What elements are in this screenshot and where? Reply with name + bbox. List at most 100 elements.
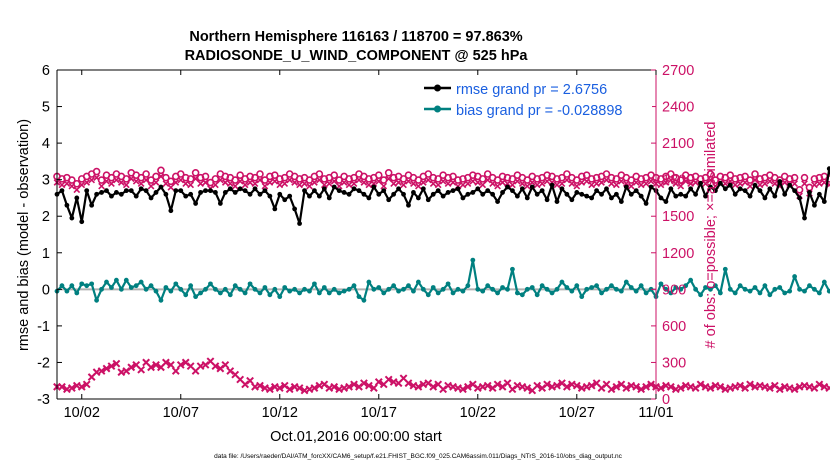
rmse-point <box>262 188 268 194</box>
rmse-point <box>193 201 199 206</box>
bias-point <box>401 286 406 292</box>
bias-point <box>143 286 149 292</box>
possible-marker <box>186 175 195 183</box>
possible-assimilated-marker <box>202 179 209 186</box>
bias-point <box>599 290 604 296</box>
rmse-point <box>633 188 639 194</box>
possible-assimilated-marker <box>88 176 96 184</box>
rmse-point <box>500 190 505 195</box>
left-tick-label: -1 <box>37 319 50 335</box>
bias-point <box>173 281 179 287</box>
assimilated-marker <box>587 381 596 390</box>
possible-marker <box>201 172 210 181</box>
possible-assimilated-marker <box>687 180 695 188</box>
bias-point <box>727 286 733 292</box>
bias-point <box>346 286 352 292</box>
rmse-point <box>663 199 669 205</box>
rmse-point <box>415 195 421 201</box>
bias-point <box>371 286 377 292</box>
possible-assimilated-marker <box>375 177 383 185</box>
bias-point <box>158 297 164 303</box>
possible-marker <box>667 170 675 178</box>
assimilated-marker <box>696 380 705 389</box>
bias-point <box>302 286 307 292</box>
possible-assimilated-marker <box>172 179 180 186</box>
bias-point <box>227 292 233 298</box>
bias-point <box>812 286 817 292</box>
rmse-point <box>569 197 575 203</box>
chart-title-line2: RADIOSONDE_U_WIND_COMPONENT @ 525 hPa <box>185 48 529 64</box>
assimilated-marker <box>414 382 423 391</box>
legend-box <box>420 76 652 120</box>
bias-point <box>94 297 100 303</box>
rmse-point <box>203 188 208 194</box>
rmse-point <box>787 182 793 188</box>
possible-assimilated-marker <box>167 183 175 191</box>
possible-marker <box>726 171 735 180</box>
bias-point <box>772 286 778 292</box>
rmse-point <box>371 184 377 190</box>
bias-point <box>193 294 199 300</box>
possible-assimilated-marker <box>469 177 477 185</box>
bias-point <box>183 292 189 298</box>
rmse-point <box>406 202 411 208</box>
rmse-point <box>708 184 713 190</box>
bias-point <box>663 286 669 292</box>
rmse-point <box>584 193 590 199</box>
bias-point <box>742 286 748 292</box>
possible-assimilated-marker <box>608 180 615 188</box>
possible-assimilated-marker <box>296 181 303 189</box>
assimilated-marker <box>211 362 220 371</box>
rmse-point <box>183 193 189 199</box>
assimilated-marker <box>825 384 830 392</box>
possible-assimilated-marker <box>434 181 442 189</box>
bias-point <box>430 285 436 290</box>
bias-point <box>59 283 65 289</box>
possible-assimilated-marker <box>157 172 165 180</box>
rmse-point <box>589 195 595 201</box>
bias-point <box>470 257 476 263</box>
possible-assimilated-marker <box>627 182 635 190</box>
possible-marker <box>122 175 131 183</box>
assimilated-marker <box>112 359 121 368</box>
rmse-point <box>678 191 684 197</box>
possible-assimilated-marker <box>320 181 328 189</box>
bias-point <box>797 286 802 292</box>
possible-assimilated-marker <box>528 179 536 186</box>
bias-point <box>747 288 753 294</box>
assimilated-marker <box>562 382 571 391</box>
possible-marker <box>592 173 601 182</box>
possible-marker <box>246 172 254 181</box>
bias-point <box>564 285 570 290</box>
possible-assimilated-marker <box>241 181 249 189</box>
possible-marker <box>533 175 541 183</box>
possible-marker <box>271 171 279 180</box>
right-tick-label: 0 <box>662 392 670 408</box>
rmse-point <box>460 195 466 201</box>
x-axis-label: Oct.01,2016 00:00:00 start <box>270 429 442 445</box>
bias-point <box>752 285 758 290</box>
assimilated-marker <box>637 385 646 394</box>
assimilated-marker <box>607 385 616 394</box>
rmse-point <box>356 188 362 194</box>
left-tick-label: 5 <box>42 100 50 116</box>
bias-point <box>74 290 80 296</box>
rmse-point <box>237 186 243 192</box>
assimilated-marker <box>459 385 467 394</box>
bias-point <box>678 286 684 292</box>
rmse-point <box>316 193 322 199</box>
legend-marker-rmse <box>434 84 441 92</box>
bias-point <box>163 285 169 290</box>
bias-point <box>420 286 426 292</box>
rmse-point <box>564 191 570 197</box>
bias-point <box>341 288 347 294</box>
assimilated-marker <box>369 384 378 392</box>
rmse-point <box>717 180 723 186</box>
possible-marker <box>379 176 388 184</box>
possible-marker <box>790 173 799 182</box>
rmse-point <box>267 193 273 199</box>
possible-assimilated-marker <box>385 175 393 183</box>
bias-point <box>609 283 614 289</box>
bias-point <box>336 290 342 296</box>
possible-marker <box>577 172 586 181</box>
